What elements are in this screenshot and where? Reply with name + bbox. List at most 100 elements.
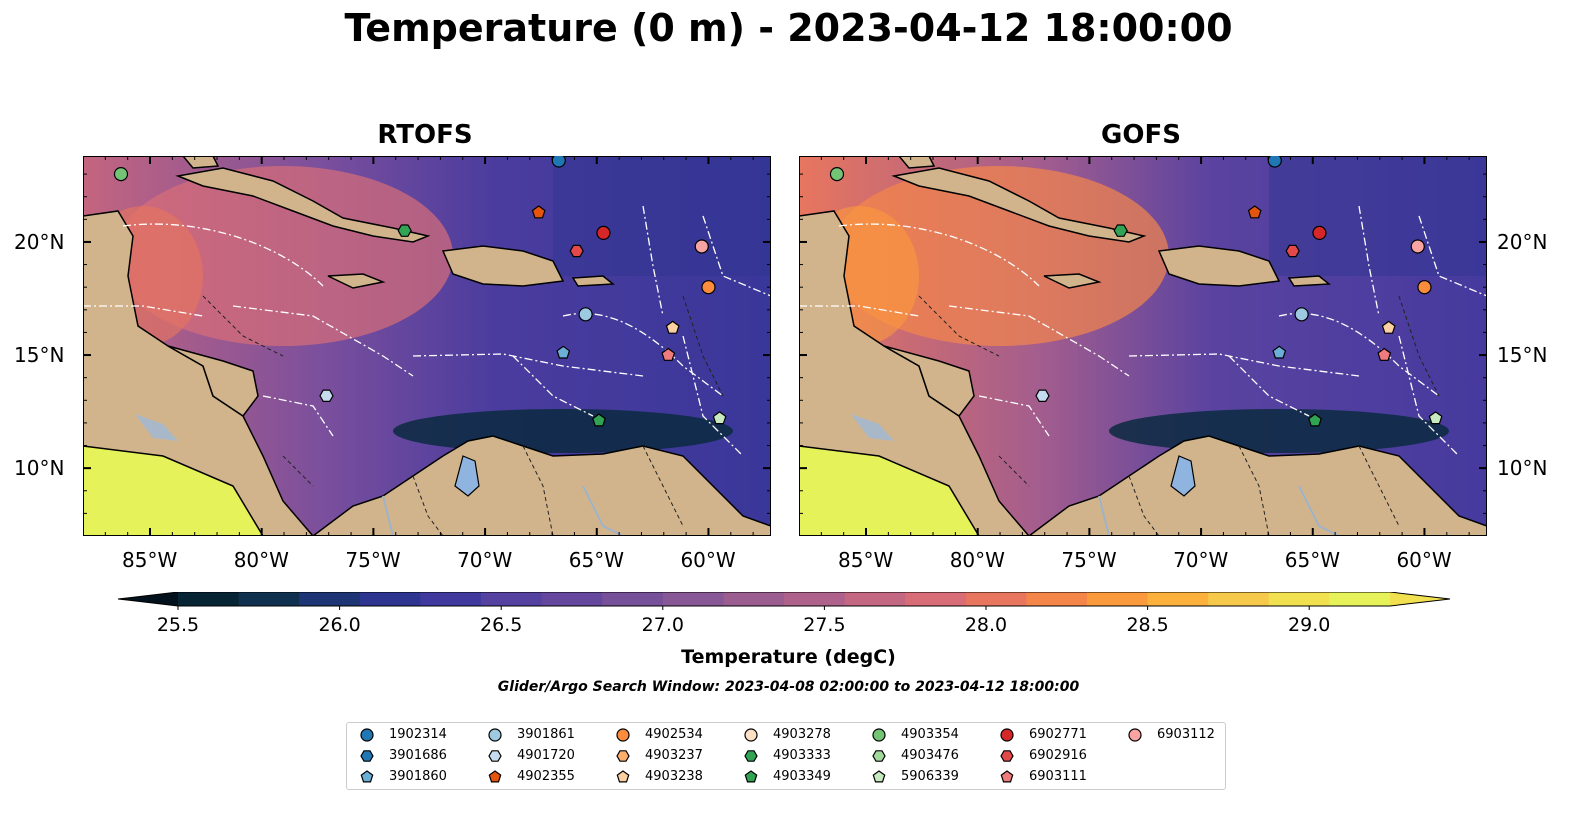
legend-marker (360, 728, 374, 742)
land-mass (1043, 273, 1102, 289)
float-4903333-marker (1113, 224, 1128, 237)
lon-tick-label: 75°W (345, 548, 401, 572)
colorbar-min-extend (118, 592, 178, 606)
legend-marker (488, 728, 502, 742)
colorbar-segment (1026, 592, 1088, 606)
border-line (202, 295, 284, 357)
border-line (1128, 475, 1160, 536)
river (382, 495, 394, 536)
float-4902534-marker (1417, 280, 1432, 295)
gofs-temperature-map (799, 156, 1487, 536)
legend-label: 3901686 (389, 748, 447, 763)
eez-boundary (562, 312, 724, 397)
land-mass (182, 156, 220, 169)
float-1902314-marker (551, 156, 566, 168)
legend-marker (872, 770, 886, 783)
eez-boundary (1228, 355, 1310, 417)
float-6903112-marker (1410, 239, 1425, 254)
eez-boundary (512, 355, 594, 417)
lat-tick-label: 15°N (1497, 343, 1548, 368)
float-3901860-marker (1272, 345, 1287, 359)
border-line (918, 295, 1000, 357)
float-6902771-marker (1312, 225, 1327, 241)
legend-label: 4902534 (645, 727, 703, 742)
colorbar-segment (238, 592, 300, 606)
lon-tick-label: 85°W (838, 548, 894, 572)
eez-boundary (262, 395, 334, 437)
legend-marker-icon (1000, 750, 1014, 762)
eez-boundary (1418, 215, 1487, 297)
legend-label: 4903333 (773, 748, 831, 763)
colorbar-tick-label: 29.0 (1288, 614, 1330, 636)
legend-label: 6902916 (1029, 748, 1087, 763)
colorbar-segment (1147, 592, 1209, 606)
colorbar-tick-label: 28.5 (1126, 614, 1168, 636)
land-mass (441, 245, 565, 287)
land-mass (571, 275, 615, 287)
colorbar-segment (420, 592, 482, 606)
legend-label: 3901860 (389, 769, 447, 784)
border-line (642, 445, 684, 527)
river (582, 485, 624, 536)
border-line (282, 455, 314, 487)
legend-marker-icon (744, 750, 758, 762)
float-4902355-marker (1247, 205, 1262, 219)
float-6903111-marker (1377, 347, 1392, 361)
lon-tick-label: 70°W (457, 548, 513, 572)
legend-label: 1902314 (389, 727, 447, 742)
land-mass (883, 345, 975, 418)
colorbar-segment (299, 592, 361, 606)
lake-nicaragua (135, 414, 178, 441)
river (1098, 495, 1110, 536)
float-4902534-marker (701, 280, 716, 295)
legend-marker-icon (488, 770, 502, 783)
colorbar-segment (1087, 592, 1149, 606)
legend-marker-icon (1000, 728, 1014, 742)
border-line (1358, 445, 1400, 527)
lat-tick-label: 20°N (14, 229, 65, 254)
colorbar-label: Temperature (degC) (681, 646, 896, 668)
legend-label: 4903476 (901, 748, 959, 763)
legend-marker (488, 750, 502, 762)
legend-marker-icon (1000, 770, 1014, 783)
colorbar-segment (965, 592, 1027, 606)
legend-marker-icon (488, 728, 502, 742)
legend-label: 6902771 (1029, 727, 1087, 742)
colorbar-tick-label: 26.5 (480, 614, 522, 636)
border-line (1398, 295, 1440, 397)
float-4903349-marker (592, 413, 606, 427)
lon-tick-label: 60°W (1396, 548, 1452, 572)
figure-title: Temperature (0 m) - 2023-04-12 18:00:00 (344, 6, 1233, 50)
legend-label: 4903354 (901, 727, 959, 742)
colorbar-segment (844, 592, 906, 606)
legend-marker (1000, 728, 1014, 742)
legend-marker-icon (872, 770, 886, 783)
float-6903112-marker (694, 239, 709, 254)
legend-marker-icon (872, 728, 886, 742)
legend-label: 4903238 (645, 769, 703, 784)
lat-tick-label: 10°N (1497, 456, 1548, 481)
legend-label: 4902355 (517, 769, 575, 784)
colorbar-segment (1329, 592, 1391, 606)
legend-marker-icon (872, 750, 886, 762)
eez-boundary (232, 305, 414, 377)
legend-marker (360, 750, 374, 762)
eez-boundary (978, 395, 1050, 437)
legend-label: 3901861 (517, 727, 575, 742)
legend-marker (616, 750, 630, 762)
land-mass (327, 273, 386, 289)
float-4903354-marker (829, 166, 845, 182)
border-line (998, 455, 1030, 487)
legend-marker-icon (360, 770, 374, 783)
colorbar-segment (602, 592, 664, 606)
eez-boundary (1278, 312, 1440, 397)
eez-boundary (799, 305, 920, 317)
colorbar-segment (905, 592, 967, 606)
land-mass (898, 156, 936, 169)
legend-marker-icon (616, 728, 630, 742)
colorbar-segment (541, 592, 603, 606)
legend-marker (1000, 770, 1014, 783)
eez-boundary (682, 335, 744, 457)
lon-tick-label: 65°W (1284, 548, 1340, 572)
eez-boundary (642, 205, 664, 317)
